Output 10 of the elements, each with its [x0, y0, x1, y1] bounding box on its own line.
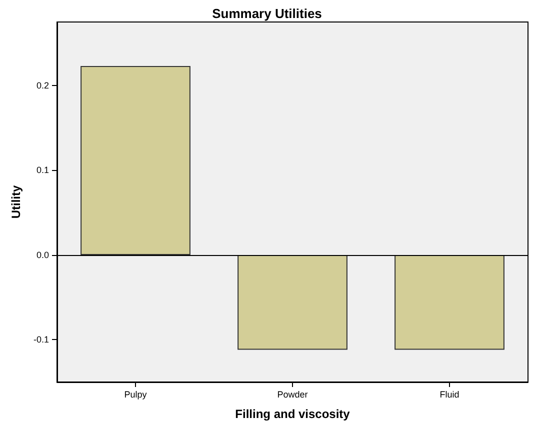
y-axis-title: Utility: [9, 185, 23, 219]
chart-title: Summary Utilities: [212, 6, 322, 21]
y-tick-label: -0.1: [33, 334, 49, 345]
y-tick-label: 0.0: [36, 250, 49, 260]
x-tick-label: Powder: [277, 390, 308, 400]
x-axis-title: Filling and viscosity: [235, 407, 350, 421]
x-tick-label: Fluid: [440, 390, 460, 400]
x-tick-label: Pulpy: [124, 390, 148, 400]
y-tick-label: 0.2: [36, 80, 49, 91]
y-tick-label: 0.1: [36, 165, 49, 176]
